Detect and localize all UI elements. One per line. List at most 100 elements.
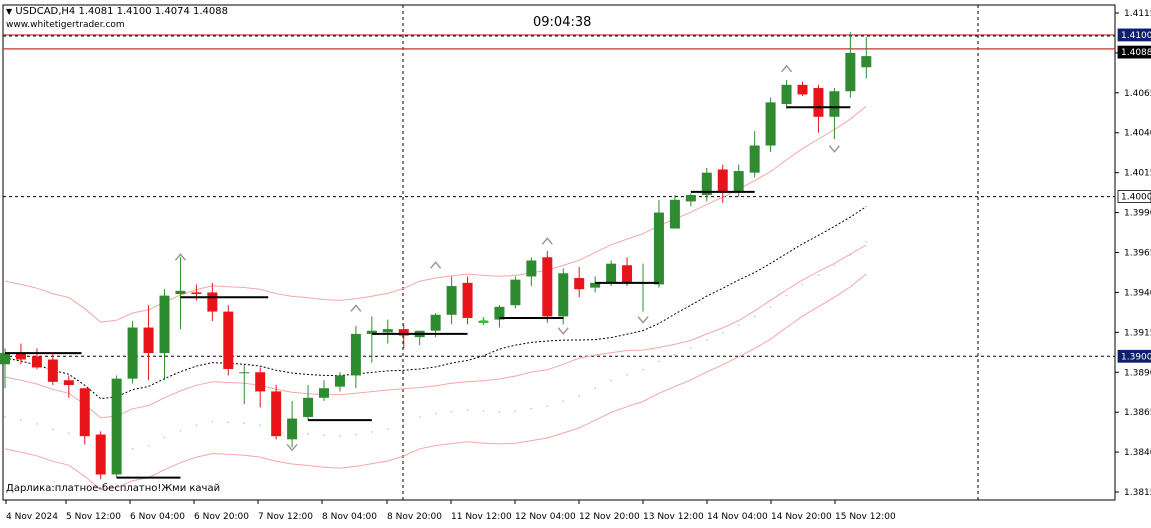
collapse-triangle-icon[interactable]: ▼ [6,7,13,16]
x-tick-label: 4 Nov 2024 [6,512,58,522]
band-dot [482,410,485,412]
bull-candle [303,397,314,417]
x-tick-label: 12 Nov 20:00 [579,512,640,522]
bear-candle [31,356,42,368]
bull-candle [334,375,345,387]
fractal-down-marker [286,443,298,452]
x-tick-label: 15 Nov 12:00 [835,512,896,522]
bull-candle [319,388,329,398]
fractal-down-marker [828,145,840,153]
bull-candle [0,353,10,365]
band-dot [578,395,580,397]
ma-black-dashed [4,206,867,400]
band-dot [450,410,453,413]
symbol-header: ▼ USDCAD,H4 1.4081 1.4100 1.4074 1.4088 [6,6,228,17]
band-dot [737,324,740,326]
band-dot [339,435,341,437]
band-dot [227,421,230,424]
plot-frame [2,4,1116,501]
symbol-line: USDCAD,H4 1.4081 1.4100 1.4074 1.4088 [15,6,228,17]
x-tick-label: 12 Nov 04:00 [515,512,576,522]
band-dot [785,294,788,297]
y-tick-label: 1.3865 [1124,408,1151,418]
band-dot [387,428,389,430]
band-dot [658,360,660,363]
bull-candle [701,172,712,196]
band-dot [402,423,405,425]
bull-candle [446,286,457,315]
price-box-2 [1117,190,1151,204]
band-dot [530,407,533,410]
bull-candle [653,212,664,285]
bull-candle [494,306,505,320]
band-dot [801,283,804,286]
band-dot [211,420,214,423]
price-box-label-2: 1.4000 [1121,193,1151,203]
y-tick-label: 1.3815 [1124,488,1151,498]
price-box-label-3: 1.3900 [1121,352,1151,362]
band-dot [68,432,70,435]
x-tick-label: 7 Nov 12:00 [258,512,313,522]
band-dot [706,339,708,341]
band-dot [546,405,549,407]
band-dot [610,379,612,382]
band-dot [466,409,469,411]
band-dot [418,416,421,418]
band-dot [594,387,596,390]
fractal-up-marker [350,304,362,312]
bull-candle [526,260,537,277]
bull-candle [510,279,521,306]
bull-candle [558,273,569,317]
band-dot [849,254,852,256]
bear-candle [622,265,633,283]
bull-candle [287,418,298,440]
bear-candle [79,388,90,437]
bull-candle [845,52,856,92]
x-tick-label: 6 Nov 04:00 [130,512,185,522]
band-dot [163,436,166,439]
bear-candle [813,88,824,117]
y-tick-label: 1.4015 [1124,169,1151,179]
band-dot [833,264,836,267]
band-dot [562,400,565,402]
band-dot [690,347,692,349]
bull-candle [749,145,760,173]
bull-candle [781,84,792,104]
price-box-label-0: 1.4100 [1121,31,1151,41]
band-dot [355,433,357,436]
bear-candle [574,278,585,290]
bull-candle [765,102,776,146]
website-watermark: www.whitetigertrader.com [6,20,125,30]
fractal-up-marker [430,261,442,269]
x-tick-label: 6 Nov 20:00 [194,512,249,522]
y-tick-label: 1.4040 [1124,129,1151,139]
band-dot [769,306,772,309]
bull-candle [685,195,696,202]
y-tick-label: 1.3840 [1124,448,1151,458]
price-box-3 [1117,349,1151,363]
band-dot [753,315,756,318]
bull-candle [350,333,361,376]
x-tick-label: 14 Nov 04:00 [707,512,768,522]
x-tick-label: 8 Nov 20:00 [387,512,442,522]
bear-candle [63,380,74,386]
band-dot [195,424,198,426]
band-dot [20,419,22,421]
band-dot [371,431,373,433]
bear-candle [15,353,26,360]
x-tick-label: 5 Nov 12:00 [66,512,121,522]
bear-candle [797,84,808,95]
bear-candle [207,292,218,312]
band-dot [642,368,644,371]
fractal-up-marker [174,253,187,261]
bull-candle [606,263,617,283]
band-dot [179,430,182,432]
bear-candle [143,327,154,354]
y-tick-label: 1.4065 [1124,89,1151,99]
bear-candle [398,329,409,336]
band-dot [498,411,501,413]
x-tick-label: 11 Nov 12:00 [451,512,512,522]
price-box-label-1: 1.4088 [1121,48,1151,58]
